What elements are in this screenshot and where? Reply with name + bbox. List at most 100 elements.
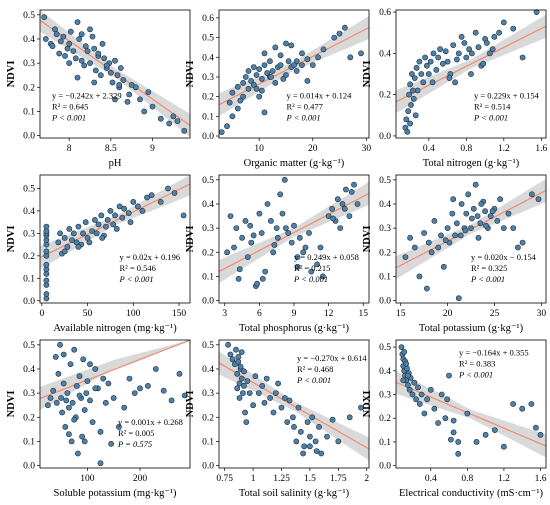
data-point — [239, 234, 245, 241]
y-tick-label: 0.0 — [23, 462, 35, 472]
data-point — [294, 263, 301, 270]
data-point — [137, 385, 143, 392]
data-point — [258, 230, 265, 236]
data-point — [250, 64, 257, 70]
x-tick-label: 1.2 — [498, 144, 510, 154]
data-point — [238, 375, 245, 382]
y-tick-label: 0.3 — [379, 224, 391, 234]
x-tick-label: 0.4 — [423, 144, 435, 154]
data-point — [435, 244, 442, 251]
data-point — [433, 67, 440, 73]
r-squared: R² = 0.468 — [297, 364, 333, 374]
data-point — [243, 419, 250, 425]
data-point — [108, 440, 114, 447]
regression-equation: y = 0.014x + 0.124 — [287, 91, 353, 101]
p-value: P < 0.001 — [293, 274, 328, 284]
data-point — [248, 78, 254, 84]
data-point — [427, 386, 434, 393]
data-point — [358, 404, 364, 411]
data-point — [402, 254, 409, 260]
x-tick-label: 1.2 — [498, 474, 510, 484]
y-axis-label: NDVI — [6, 391, 17, 418]
y-tick-label: 0.1 — [202, 272, 214, 282]
data-point — [253, 85, 260, 92]
data-point — [403, 116, 410, 123]
plot-frame — [218, 339, 370, 469]
data-point — [236, 380, 243, 387]
data-point — [114, 72, 121, 79]
data-point — [264, 201, 271, 207]
data-point — [277, 191, 284, 198]
data-point — [455, 50, 462, 57]
y-tick-label: 0.5 — [23, 184, 35, 194]
data-point — [157, 115, 164, 122]
data-point — [240, 93, 246, 100]
data-point — [79, 433, 85, 440]
data-point — [318, 450, 325, 457]
data-point — [289, 414, 296, 421]
data-point — [248, 239, 255, 246]
p-value: P = 0.575 — [117, 439, 152, 449]
data-point — [334, 196, 341, 203]
data-point — [256, 66, 263, 72]
data-point — [267, 217, 274, 224]
scatter-panel-1: 8 8.5 9 0.0 0.1 0.2 0.3 0.4 0.5 pH NDVI y = −0.242x… — [6, 9, 191, 169]
plot-frame — [218, 9, 370, 139]
data-point — [56, 50, 63, 57]
y-tick-label: 0.3 — [202, 389, 214, 399]
data-point — [496, 29, 502, 36]
regression-equation: y = 0.001x + 0.268 — [118, 417, 183, 427]
data-point — [139, 207, 146, 214]
data-point — [285, 230, 292, 236]
data-point — [252, 373, 259, 380]
data-point — [401, 348, 408, 355]
x-tick-label: 100 — [126, 309, 141, 319]
y-tick-label: 0.5 — [202, 34, 214, 44]
data-point — [273, 225, 280, 231]
data-point — [299, 62, 305, 68]
y-tick-label: 0.0 — [202, 297, 214, 307]
data-point — [293, 438, 300, 445]
data-point — [255, 390, 262, 396]
data-point — [109, 79, 116, 86]
y-tick-label: 0.2 — [202, 248, 214, 258]
regression-equation: y = −0.242x + 2.329 — [52, 91, 122, 101]
data-point — [145, 89, 152, 95]
data-point — [415, 384, 421, 391]
data-point — [107, 69, 114, 76]
data-point — [87, 361, 93, 368]
data-point — [491, 33, 498, 40]
data-point — [261, 50, 268, 57]
y-tick-label: 0.2 — [379, 91, 391, 101]
y-tick-label: 0.1 — [23, 274, 35, 284]
data-point — [423, 62, 430, 69]
y-axis-label: NDXI — [362, 391, 373, 418]
y-tick-label: 0.0 — [202, 132, 214, 142]
data-point — [267, 395, 273, 401]
data-point — [342, 186, 349, 193]
data-point — [132, 84, 139, 91]
data-point — [272, 390, 279, 396]
data-point — [62, 53, 68, 59]
scatter-panel-8: 0.75 1 1.25 1.5 1.75 2 0.0 0.1 0.2 0.3 0.4 0.5 Total… — [185, 339, 370, 499]
y-tick-label: 0.2 — [23, 83, 35, 93]
data-point — [351, 181, 357, 188]
data-point — [421, 410, 428, 417]
data-point — [416, 58, 423, 65]
data-point — [528, 401, 535, 407]
data-point — [439, 60, 446, 67]
data-point — [494, 217, 501, 224]
data-point — [78, 31, 85, 38]
y-tick-label: 0.5 — [23, 11, 35, 21]
data-point — [422, 54, 428, 61]
data-point — [446, 372, 452, 379]
data-point — [47, 395, 54, 401]
data-point — [73, 382, 80, 389]
data-point — [144, 194, 150, 201]
x-tick-label: 1.25 — [273, 474, 290, 484]
data-point — [76, 373, 83, 380]
data-point — [250, 402, 256, 409]
data-point — [263, 375, 270, 382]
data-point — [67, 28, 74, 35]
data-point — [82, 43, 89, 50]
